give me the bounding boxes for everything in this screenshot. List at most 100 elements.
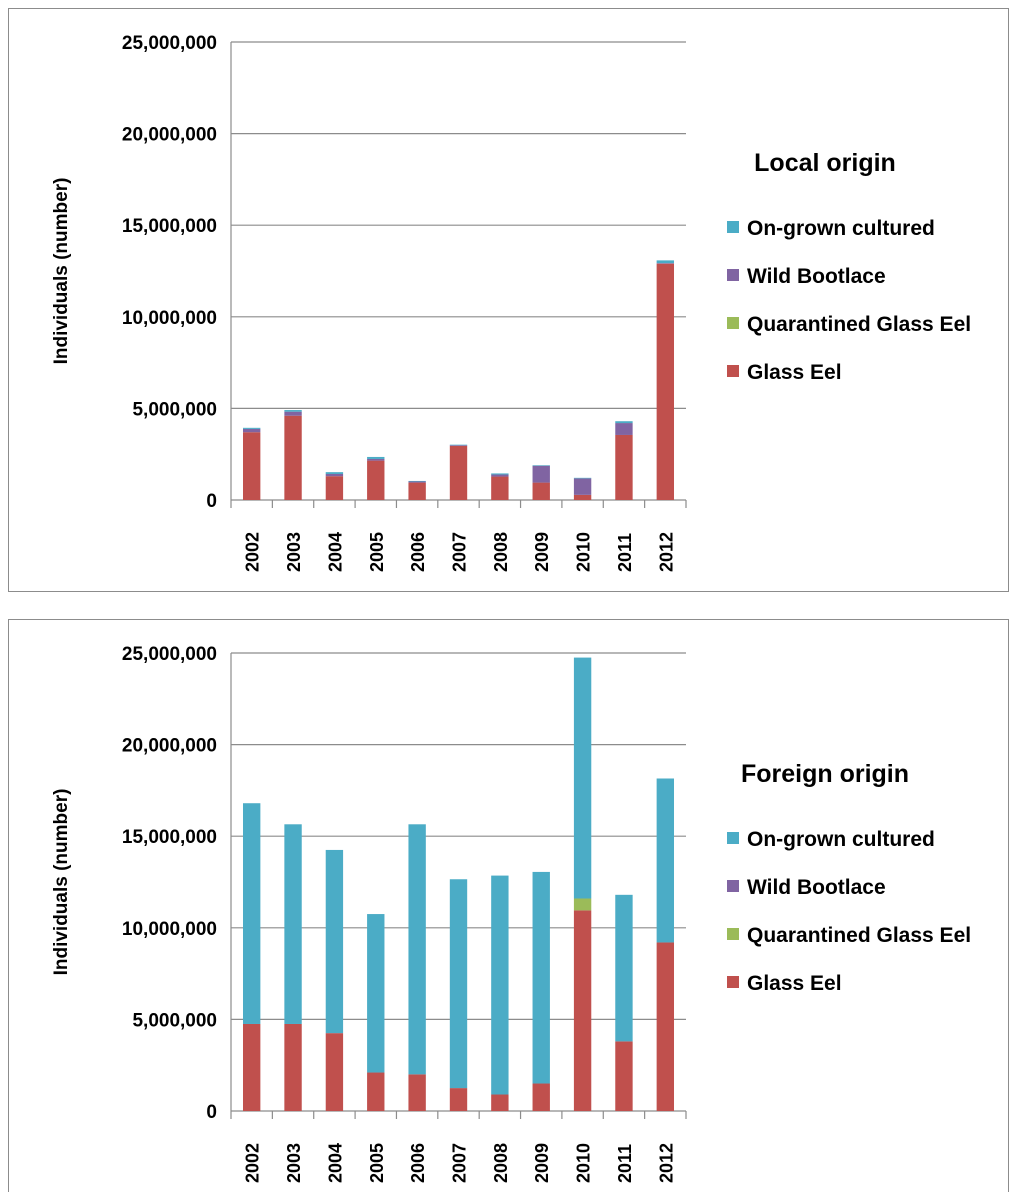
chart-foreign-origin: 0 5,000,000 10,000,000 15,000,000 20,000,000… xyxy=(51,644,971,1183)
bar-wild-bootlace-2009 xyxy=(532,465,550,483)
x-tick-label: 2009 xyxy=(532,1143,552,1183)
y-tick-label: 15,000,000 xyxy=(122,827,217,848)
x-tick-label: 2002 xyxy=(243,1143,263,1183)
x-tick-label: 2010 xyxy=(574,1143,594,1183)
legend-label-glass-eel: Glass Eel xyxy=(747,972,842,995)
x-tick-label: 2007 xyxy=(450,532,470,572)
y-tick-label: 5,000,000 xyxy=(132,1010,217,1031)
y-tick-label: 10,000,000 xyxy=(122,919,217,940)
legend-swatch-quarantined-glass-eel xyxy=(727,317,739,329)
legend-label-on-grown-cultured: On-grown cultured xyxy=(747,217,935,240)
bar-glass-eel-2003 xyxy=(284,415,302,500)
bar-glass-eel-2011 xyxy=(615,1041,633,1111)
chart-panel-foreign-origin: 0 5,000,000 10,000,000 15,000,000 20,000,000… xyxy=(8,619,1009,1192)
bar-glass-eel-2007 xyxy=(449,1088,468,1111)
x-tick-label: 2008 xyxy=(491,1143,511,1183)
y-axis-title: Individuals (number) xyxy=(51,789,72,976)
x-tick-label: 2003 xyxy=(284,1143,304,1183)
bar-wild-bootlace-2005 xyxy=(367,458,385,461)
bar-on-grown-cultured-2012 xyxy=(656,260,675,264)
legend-label-quarantined-glass-eel: Quarantined Glass Eel xyxy=(747,924,971,947)
bar-on-grown-cultured-2004 xyxy=(325,472,344,474)
x-tick-label: 2006 xyxy=(408,1143,428,1183)
legend-label-glass-eel: Glass Eel xyxy=(747,361,842,384)
legend-swatch-wild-bootlace xyxy=(727,880,739,892)
bar-glass-eel-2009 xyxy=(532,482,550,500)
bar-on-grown-cultured-2005 xyxy=(367,456,385,459)
legend-swatch-glass-eel xyxy=(727,365,739,377)
x-tick-label: 2003 xyxy=(284,532,304,572)
bar-wild-bootlace-2007 xyxy=(449,445,468,446)
bar-wild-bootlace-2011 xyxy=(615,423,633,435)
x-tick-label: 2006 xyxy=(408,532,428,572)
chart-panel-local-origin: 0 5,000,000 10,000,000 15,000,000 20,000,000… xyxy=(8,8,1009,592)
bar-on-grown-cultured-2006 xyxy=(408,824,426,1075)
x-tick-label: 2011 xyxy=(615,1144,635,1183)
x-tick-label: 2005 xyxy=(367,1143,387,1183)
legend-swatch-wild-bootlace xyxy=(727,269,739,281)
y-axis-title: Individuals (number) xyxy=(51,178,72,365)
bar-on-grown-cultured-2012 xyxy=(656,778,675,943)
y-tick-label: 10,000,000 xyxy=(122,308,217,329)
bar-on-grown-cultured-2003 xyxy=(284,410,302,412)
bar-glass-eel-2002 xyxy=(242,1023,261,1111)
bar-on-grown-cultured-2009 xyxy=(532,465,550,466)
x-tick-label: 2009 xyxy=(532,532,552,572)
x-tick-label: 2011 xyxy=(615,533,635,572)
bar-on-grown-cultured-2003 xyxy=(284,824,302,1024)
bar-on-grown-cultured-2007 xyxy=(449,444,468,446)
y-tick-label: 25,000,000 xyxy=(122,644,217,665)
bar-glass-eel-2006 xyxy=(408,1074,426,1111)
y-tick-label: 0 xyxy=(206,491,217,512)
legend-swatch-glass-eel xyxy=(727,976,739,988)
legend-label-quarantined-glass-eel: Quarantined Glass Eel xyxy=(747,313,971,336)
bar-on-grown-cultured-2009 xyxy=(532,871,550,1084)
bar-glass-eel-2005 xyxy=(367,460,385,500)
bar-on-grown-cultured-2004 xyxy=(325,849,344,1034)
bar-glass-eel-2010 xyxy=(573,910,592,1111)
bar-glass-eel-2004 xyxy=(325,476,344,500)
legend-label-wild-bootlace: Wild Bootlace xyxy=(747,876,886,899)
bar-on-grown-cultured-2007 xyxy=(449,879,468,1089)
bar-glass-eel-2006 xyxy=(408,482,426,500)
bar-glass-eel-2012 xyxy=(656,942,675,1111)
bar-wild-bootlace-2010 xyxy=(573,478,592,495)
legend-title: Foreign origin xyxy=(741,760,909,788)
x-tick-label: 2012 xyxy=(656,1143,676,1183)
y-tick-label: 20,000,000 xyxy=(122,736,217,757)
bar-glass-eel-2010 xyxy=(573,494,592,500)
y-tick-label: 0 xyxy=(206,1102,217,1123)
bar-on-grown-cultured-2005 xyxy=(367,914,385,1073)
bar-wild-bootlace-2012 xyxy=(656,263,675,264)
bar-glass-eel-2002 xyxy=(242,432,261,500)
bar-on-grown-cultured-2011 xyxy=(615,894,633,1042)
legend-label-wild-bootlace: Wild Bootlace xyxy=(747,265,886,288)
bar-glass-eel-2003 xyxy=(284,1023,302,1111)
legend-swatch-on-grown-cultured xyxy=(727,832,739,844)
bar-glass-eel-2007 xyxy=(449,445,468,500)
bar-glass-eel-2008 xyxy=(491,1094,509,1111)
legend-swatch-quarantined-glass-eel xyxy=(727,928,739,940)
bar-glass-eel-2011 xyxy=(615,434,633,500)
bar-on-grown-cultured-2011 xyxy=(615,421,633,424)
bar-on-grown-cultured-2008 xyxy=(491,473,509,475)
y-tick-label: 5,000,000 xyxy=(132,399,217,420)
y-tick-label: 25,000,000 xyxy=(122,33,217,54)
bar-on-grown-cultured-2002 xyxy=(242,803,261,1024)
x-tick-label: 2005 xyxy=(367,532,387,572)
x-tick-label: 2007 xyxy=(450,1143,470,1183)
bar-on-grown-cultured-2002 xyxy=(242,427,261,429)
x-tick-label: 2004 xyxy=(325,532,345,572)
legend-title: Local origin xyxy=(754,149,896,177)
bar-glass-eel-2012 xyxy=(656,263,675,500)
bar-wild-bootlace-2006 xyxy=(408,481,426,483)
x-tick-label: 2010 xyxy=(574,532,594,572)
bar-glass-eel-2008 xyxy=(491,476,509,500)
bar-on-grown-cultured-2010 xyxy=(573,477,592,479)
bar-quarantined-glass-eel-2010 xyxy=(573,898,592,911)
bar-on-grown-cultured-2006 xyxy=(408,480,426,482)
x-tick-label: 2004 xyxy=(325,1143,345,1183)
bar-on-grown-cultured-2010 xyxy=(573,657,592,899)
chart-local-origin: 0 5,000,000 10,000,000 15,000,000 20,000,000… xyxy=(51,33,971,572)
bar-wild-bootlace-2004 xyxy=(325,473,344,477)
